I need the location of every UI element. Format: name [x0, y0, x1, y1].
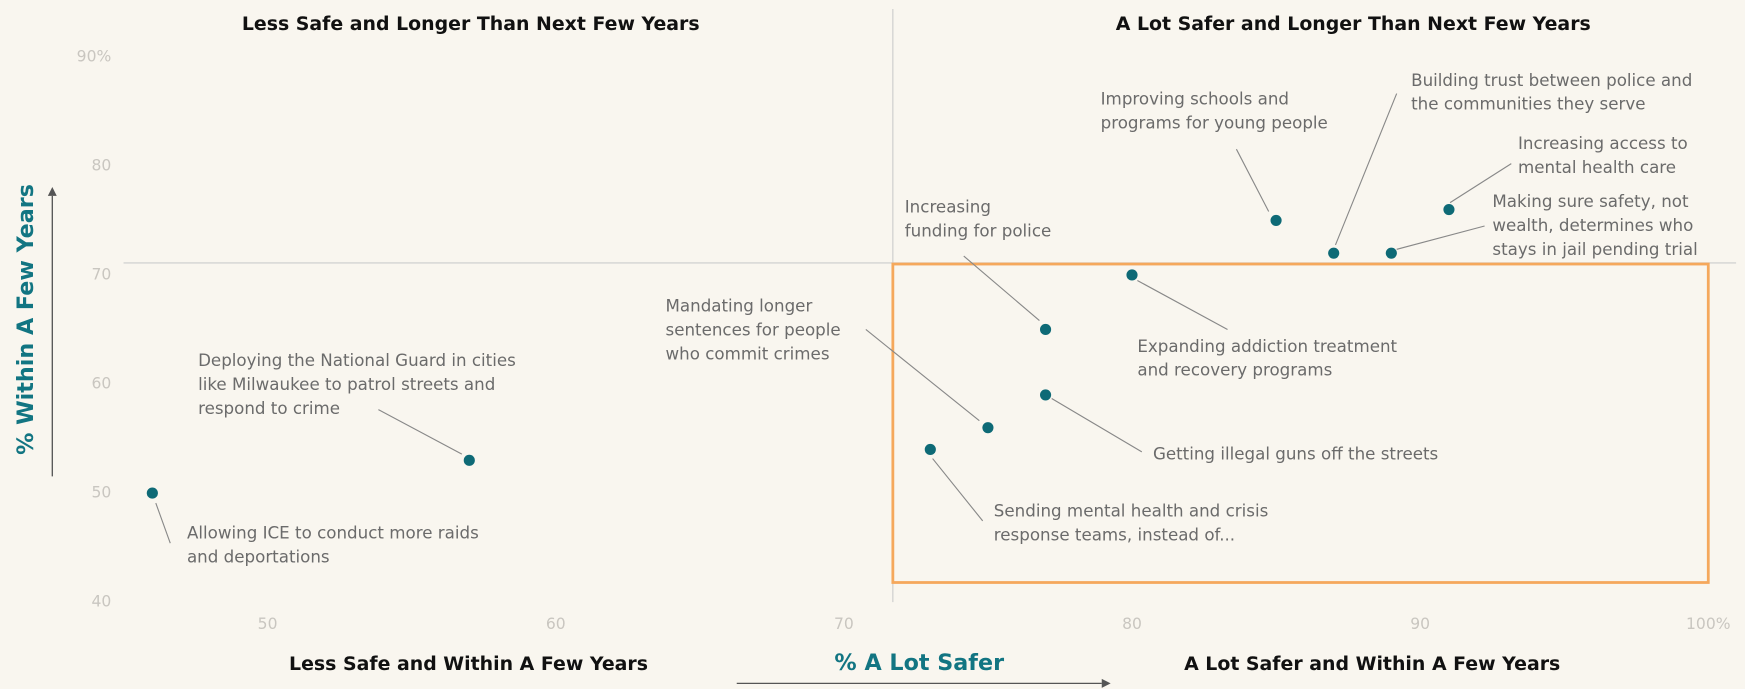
point — [1039, 389, 1052, 401]
point-label: programs for young people — [1101, 114, 1328, 133]
leader-line — [1449, 163, 1512, 204]
x-axis-label: % A Lot Safer — [834, 650, 1004, 676]
leader-line — [1137, 280, 1228, 330]
point-label: Allowing ICE to conduct more raids — [187, 524, 479, 543]
point-label: sentences for people — [666, 321, 841, 340]
y-tick-label: 70 — [91, 265, 111, 283]
point-label: respond to crime — [198, 399, 340, 418]
point-label: stays in jail pending trial — [1492, 240, 1697, 259]
quadrant-title: Less Safe and Within A Few Years — [289, 653, 648, 675]
point-label: who commit crimes — [666, 345, 830, 364]
point-label: Sending mental health and crisis — [994, 501, 1268, 520]
point — [1443, 203, 1455, 216]
point-label: the communities they serve — [1411, 95, 1645, 114]
y-tick-label: 80 — [91, 156, 111, 174]
point-label: Increasing access to — [1518, 134, 1688, 153]
point-label: Increasing — [905, 198, 991, 217]
leader-line — [378, 409, 463, 455]
quadrant-title: Less Safe and Longer Than Next Few Years — [242, 13, 700, 35]
point — [924, 443, 936, 456]
x-tick-label: 50 — [258, 615, 278, 633]
leader-line — [1334, 93, 1398, 246]
point-label: response teams, instead of... — [994, 525, 1235, 544]
x-tick-label: 90 — [1410, 615, 1430, 633]
point — [463, 454, 475, 466]
point-label: and recovery programs — [1137, 361, 1332, 380]
point-label: Improving schools and — [1101, 90, 1289, 109]
point-label: Expanding addiction treatment — [1137, 337, 1397, 356]
point-label: Mandating longer — [666, 297, 813, 316]
y-tick-label: 40 — [91, 593, 111, 611]
y-tick-label: 90% — [77, 47, 112, 65]
x-tick-label: 100% — [1686, 615, 1731, 633]
point-label: Making sure safety, not — [1492, 192, 1689, 211]
leader-line — [1235, 148, 1270, 212]
point-label: Deploying the National Guard in cities — [198, 351, 516, 370]
point-label: mental health care — [1518, 158, 1676, 177]
point-label: Building trust between police and — [1411, 71, 1692, 90]
point — [1126, 269, 1138, 281]
y-tick-label: 50 — [91, 484, 111, 502]
point-label: Getting illegal guns off the streets — [1153, 445, 1438, 464]
leader-line — [963, 255, 1040, 321]
x-tick-label: 80 — [1122, 615, 1142, 633]
x-axis-arrowhead — [1101, 678, 1111, 688]
x-tick-label: 70 — [834, 615, 854, 633]
y-tick-label: 60 — [91, 375, 111, 393]
y-axis-label: % Within A Few Years — [13, 184, 39, 455]
leader-line — [865, 329, 980, 422]
leader-line — [932, 458, 984, 522]
leader-line — [155, 502, 171, 544]
point — [982, 422, 994, 434]
leader-line — [1051, 397, 1143, 453]
point-label: wealth, determines who — [1492, 216, 1693, 235]
quadrant-title: A Lot Safer and Within A Few Years — [1184, 653, 1560, 675]
quadrant-title: A Lot Safer and Longer Than Next Few Yea… — [1116, 13, 1591, 35]
point — [146, 487, 158, 499]
point — [1270, 214, 1282, 226]
point — [1328, 247, 1340, 259]
point-label: and deportations — [187, 548, 330, 567]
leader-line — [1396, 225, 1485, 250]
point — [1039, 323, 1052, 336]
point-label: like Milwaukee to patrol streets and — [198, 375, 495, 394]
y-axis-arrowhead — [47, 187, 57, 196]
highlight-box — [891, 262, 1710, 584]
point-label: funding for police — [905, 222, 1052, 241]
point — [1385, 247, 1397, 259]
x-tick-label: 60 — [546, 615, 566, 633]
